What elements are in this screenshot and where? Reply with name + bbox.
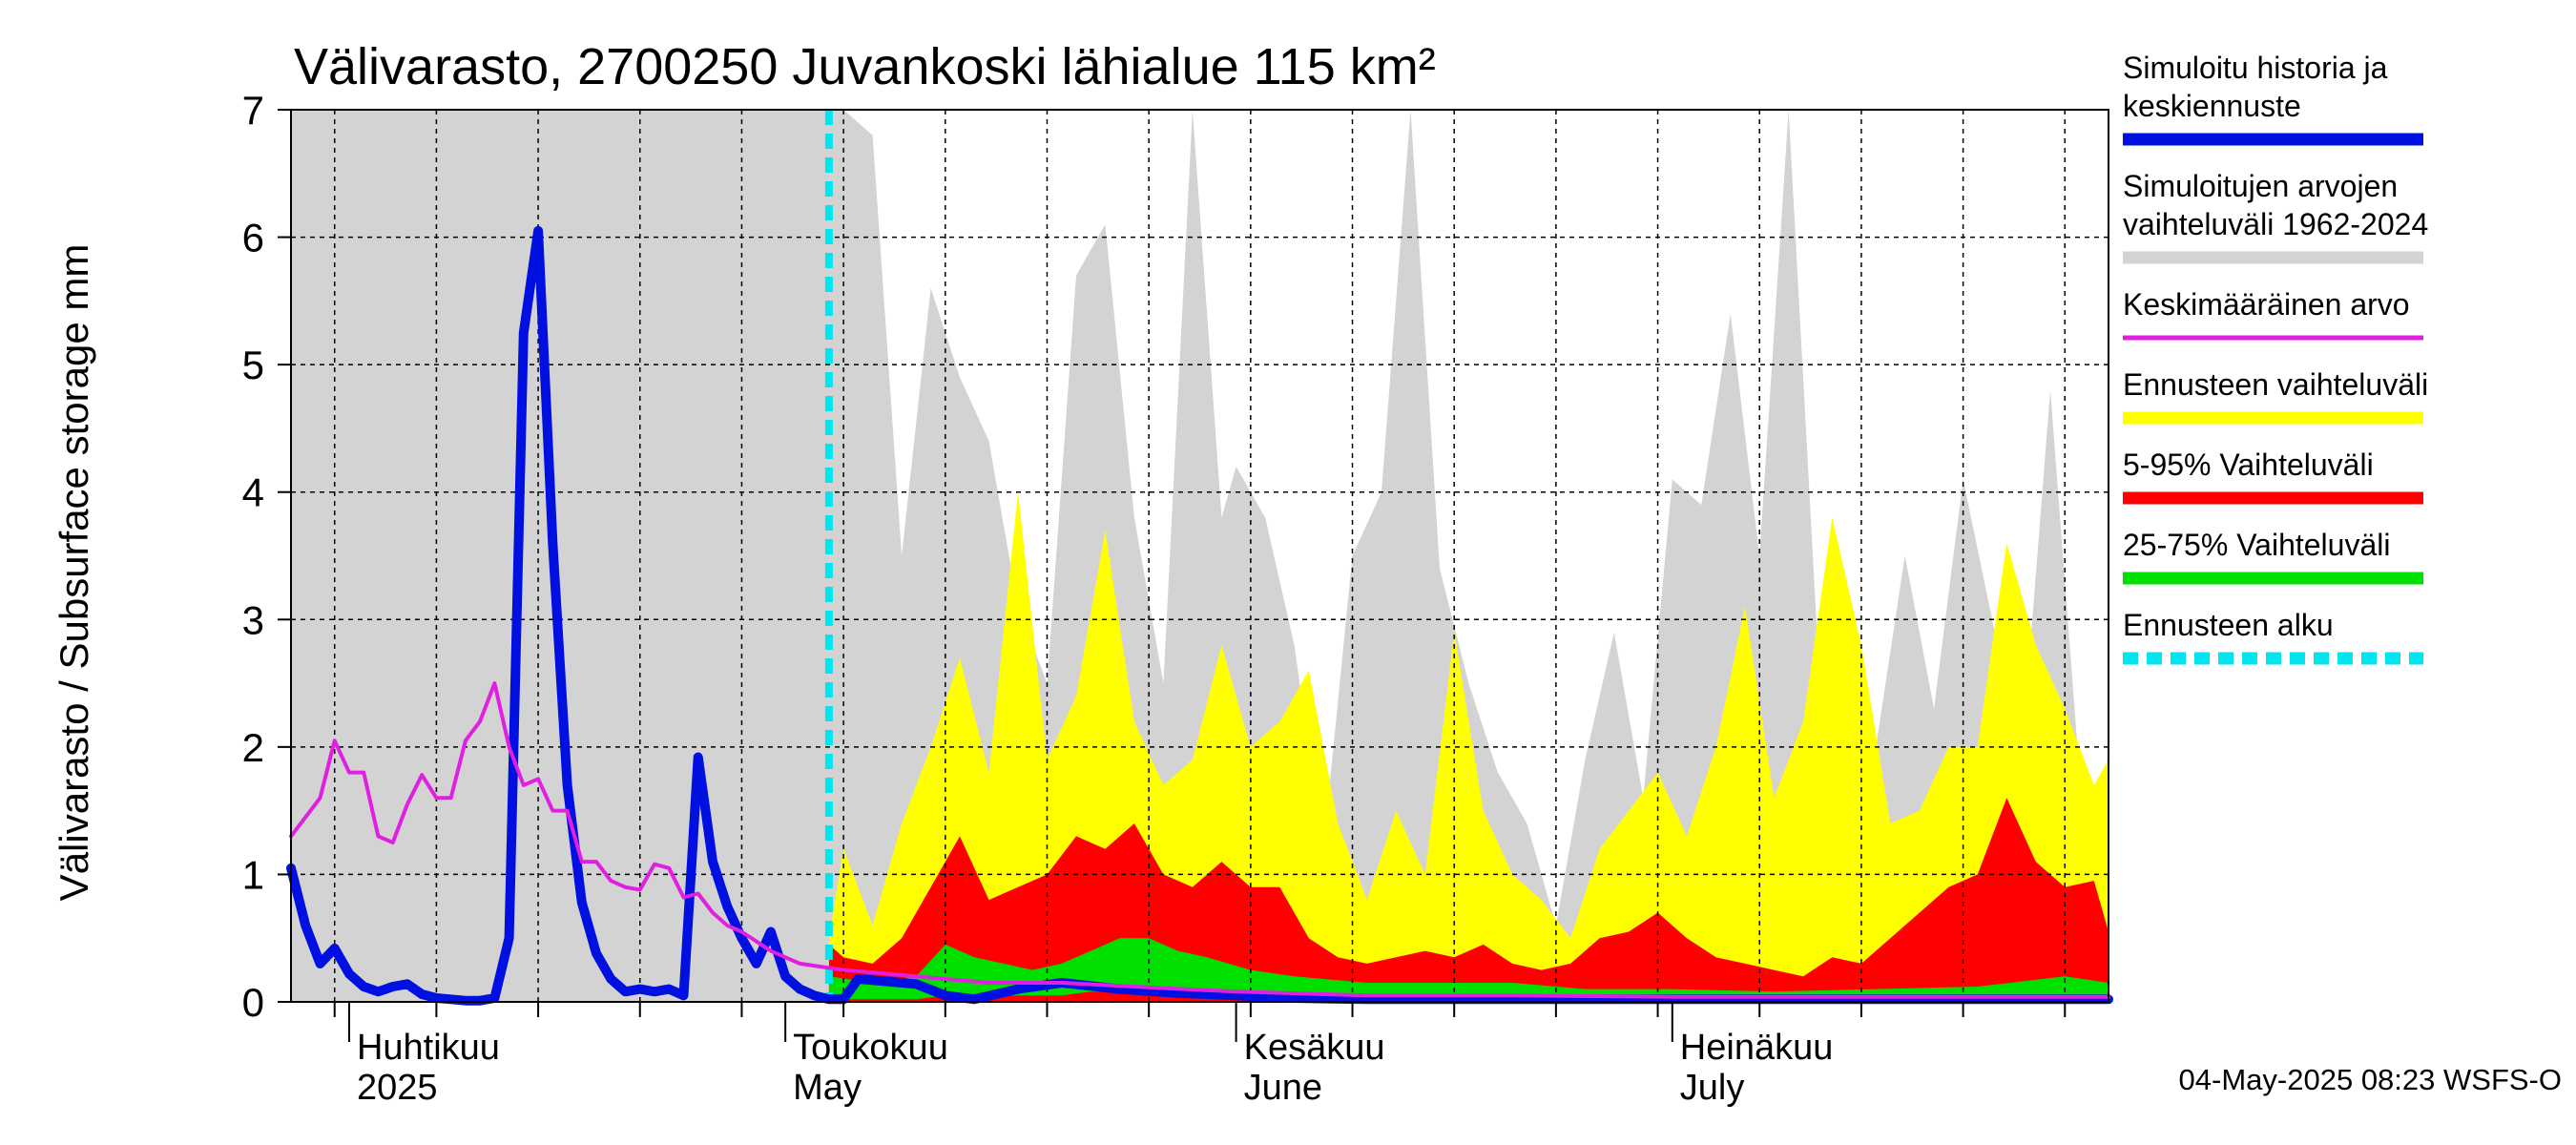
x-month-label: Kesäkuu (1244, 1028, 1385, 1068)
legend-label: vaihteluväli 1962-2024 (2123, 207, 2428, 241)
frame-layer (290, 109, 2109, 1003)
x-month-label: Heinäkuu (1680, 1028, 1834, 1068)
legend-label: Simuloitu historia ja (2123, 51, 2388, 85)
x-month-label: Toukokuu (793, 1028, 948, 1068)
legend-label: Ennusteen vaihteluväli (2123, 367, 2428, 402)
y-tick-label: 0 (242, 980, 264, 1025)
y-tick-label: 6 (242, 216, 264, 260)
legend-label: keskiennuste (2123, 89, 2301, 123)
legend-label: 25-75% Vaihteluväli (2123, 528, 2390, 562)
chart-title: Välivarasto, 2700250 Juvankoski lähialue… (294, 38, 1436, 95)
x-month-label: Huhtikuu (357, 1028, 500, 1068)
footer-timestamp: 04-May-2025 08:23 WSFS-O (2179, 1063, 2562, 1096)
y-tick-label: 4 (242, 470, 264, 515)
line-simuloitu-historia-ja-keskiennuste (286, 225, 2113, 1006)
plot-frame (290, 109, 2109, 1003)
y-axis-label: Välivarasto / Subsurface storage mm (52, 244, 96, 902)
legend-label: 5-95% Vaihteluväli (2123, 448, 2374, 482)
y-tick-label: 7 (242, 88, 264, 133)
axis-layer: 01234567Huhtikuu2025ToukokuuMayKesäkuuJu… (242, 88, 2067, 1108)
line-layer (286, 110, 2113, 1006)
y-tick-label: 1 (242, 852, 264, 897)
legend: Simuloitu historia ja keskiennuste Simuloi… (2123, 51, 2428, 665)
y-tick-label: 2 (242, 725, 264, 770)
y-tick-label: 5 (242, 343, 264, 387)
legend-label: Keskimääräinen arvo (2123, 287, 2410, 322)
y-tick-label: 3 (242, 597, 264, 642)
line-keskim-r-inen-arvo (289, 681, 2110, 999)
legend-label: Ennusteen alku (2123, 608, 2334, 642)
legend-label: Simuloitujen arvojen (2123, 169, 2398, 203)
x-month-sublabel: May (793, 1068, 862, 1108)
x-month-sublabel: June (1244, 1068, 1322, 1108)
x-month-sublabel: July (1680, 1068, 1745, 1108)
x-month-sublabel: 2025 (357, 1068, 438, 1108)
